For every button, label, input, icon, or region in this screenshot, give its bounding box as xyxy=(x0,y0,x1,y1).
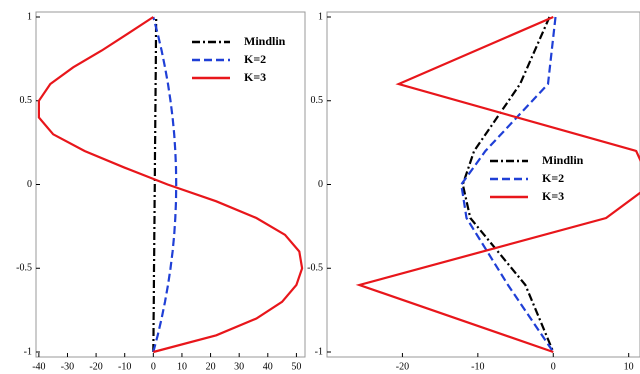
y-tick-label: -1 xyxy=(24,346,32,357)
x-tick-label: 10 xyxy=(624,361,634,372)
plot-frame xyxy=(326,11,640,358)
x-tick-label: 10 xyxy=(177,361,187,372)
x-tick-label: 50 xyxy=(291,361,301,372)
x-tick-label: -40 xyxy=(32,361,45,372)
legend-label: K=3 xyxy=(244,70,266,84)
x-tick-label: -30 xyxy=(61,361,74,372)
y-tick-label: 0 xyxy=(318,179,323,190)
legend-label: K=2 xyxy=(542,171,564,185)
x-tick-label: 0 xyxy=(151,361,156,372)
legend-label: K=3 xyxy=(542,189,564,203)
plot-lines xyxy=(355,15,640,354)
x-tick-label: 20 xyxy=(206,361,216,372)
y-tick-label: 1 xyxy=(318,11,323,22)
x-tick-label: -20 xyxy=(396,361,409,372)
plot-lines xyxy=(37,16,304,354)
y-tick-label: 1 xyxy=(27,11,32,22)
series-line xyxy=(152,16,158,353)
y-tick-label: -0.5 xyxy=(307,263,323,274)
x-tick-label: -10 xyxy=(118,361,131,372)
legend-label: Mindlin xyxy=(244,34,286,48)
legend-label: Mindlin xyxy=(542,153,584,167)
y-tick-label: 0 xyxy=(27,179,32,190)
series-line xyxy=(461,16,555,353)
x-tick-label: 30 xyxy=(234,361,244,372)
x-tick-label: 40 xyxy=(263,361,273,372)
series-line xyxy=(37,16,304,354)
series-line xyxy=(355,15,640,354)
y-tick-label: 0.5 xyxy=(311,95,324,106)
y-tick-label: -0.5 xyxy=(16,263,32,274)
series-line xyxy=(460,16,557,353)
y-tick-label: 0.5 xyxy=(20,95,33,106)
legend-label: K=2 xyxy=(244,52,266,66)
series-line xyxy=(152,16,178,353)
x-tick-label: 0 xyxy=(551,361,556,372)
x-tick-label: -10 xyxy=(471,361,484,372)
y-tick-label: -1 xyxy=(315,346,323,357)
x-tick-label: -20 xyxy=(89,361,102,372)
